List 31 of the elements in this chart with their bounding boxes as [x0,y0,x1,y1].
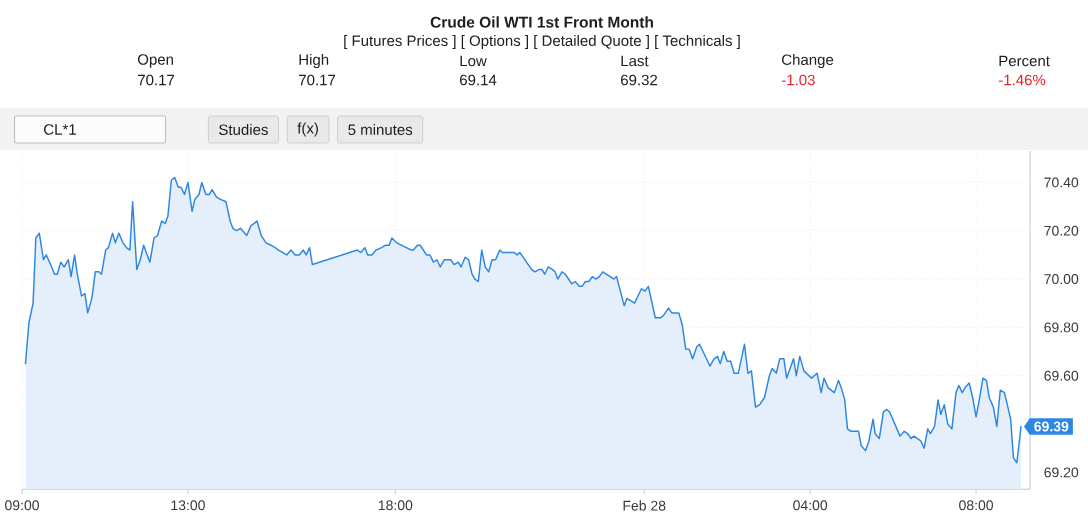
text: f(x) [297,122,318,137]
y-tick-label: 70.40 [1044,177,1079,188]
text: 70.17 [138,74,175,86]
text: Last [621,55,649,67]
text: 5 minutes [348,123,413,135]
text: 69.32 [621,74,658,86]
x-tick-label: Feb 28 [623,500,666,511]
x-tick-label: 18:00 [378,500,413,511]
text: Low [460,55,487,67]
y-tick-label: 69.60 [1044,370,1079,381]
chart-title: Crude Oil WTI 1st Front Month [430,16,653,28]
text: 69.14 [460,74,497,86]
text: -1.03 [781,74,815,86]
y-tick-label: 69.80 [1044,322,1079,333]
annotation: 69.39 [1034,421,1069,432]
x-tick-label: 09:00 [5,500,39,511]
x-tick-label: 08:00 [959,500,994,511]
x-tick-label: 04:00 [793,500,828,511]
text: CL*1 [44,124,76,135]
text: -1.46% [998,74,1046,86]
text: Change [782,53,834,68]
y-tick-label: 70.00 [1044,274,1079,285]
text: Studies [219,123,268,135]
chart-subtitle: [ Futures Prices ] [ Options ] [ Detailed Quote ] [ Technicals ] [344,35,740,49]
text: High [299,53,329,68]
text: Percent [999,55,1050,67]
x-tick-label: 13:00 [171,500,205,511]
y-tick-label: 69.20 [1044,467,1079,478]
text: 70.17 [299,74,336,86]
text: Open [137,54,173,68]
y-tick-label: 70.20 [1044,225,1079,236]
